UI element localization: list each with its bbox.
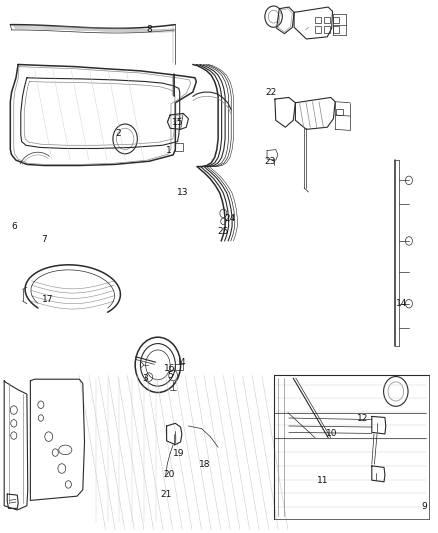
Text: 19: 19	[173, 449, 184, 458]
Text: 10: 10	[326, 430, 337, 439]
Text: 18: 18	[199, 460, 211, 469]
Text: 25: 25	[218, 228, 229, 237]
Text: 13: 13	[177, 188, 189, 197]
Bar	[175, 364, 183, 370]
Text: 21: 21	[160, 489, 171, 498]
Bar	[332, 26, 339, 33]
Bar	[175, 143, 183, 151]
Text: 3: 3	[142, 374, 148, 383]
Bar	[315, 26, 321, 33]
Text: 23: 23	[265, 157, 276, 166]
Text: 2: 2	[116, 129, 121, 138]
Text: 5: 5	[167, 371, 173, 380]
Text: 12: 12	[357, 414, 369, 423]
Text: 11: 11	[317, 476, 328, 484]
Text: 20: 20	[163, 471, 174, 479]
Bar	[324, 26, 330, 33]
Text: 1: 1	[166, 146, 172, 155]
Bar	[332, 17, 339, 23]
Text: 8: 8	[146, 26, 152, 35]
Bar	[324, 17, 330, 23]
Bar	[315, 17, 321, 23]
Text: 22: 22	[266, 87, 277, 96]
Bar	[336, 109, 343, 115]
Text: 24: 24	[224, 214, 236, 223]
Text: 9: 9	[421, 502, 427, 511]
Text: 15: 15	[172, 118, 183, 127]
Text: 14: 14	[396, 299, 407, 308]
Text: 17: 17	[42, 295, 53, 304]
Text: 16: 16	[164, 364, 176, 373]
Text: 6: 6	[11, 222, 17, 231]
Text: 4: 4	[179, 358, 185, 367]
Text: 7: 7	[42, 236, 47, 245]
